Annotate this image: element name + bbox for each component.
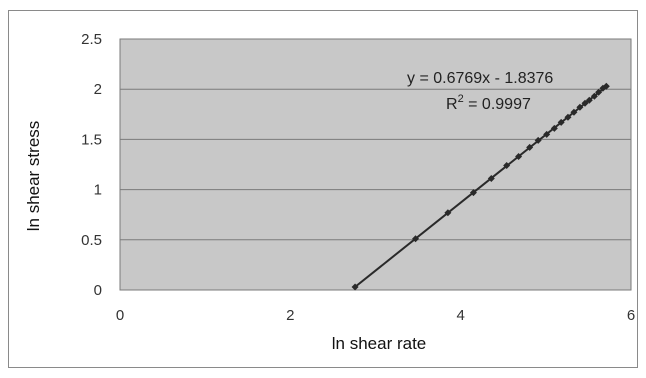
data-point <box>543 130 551 138</box>
data-point <box>503 162 511 170</box>
y-axis-title: ln shear stress <box>24 121 43 232</box>
data-point <box>351 283 359 291</box>
data-point <box>570 108 578 116</box>
data-point <box>564 113 572 121</box>
data-point <box>515 152 523 160</box>
data-point <box>602 82 610 90</box>
y-tick-labels: 0 0.5 1 1.5 2 2.5 <box>81 31 102 299</box>
trendline <box>353 84 608 289</box>
x-tick-label: 6 <box>627 307 635 324</box>
data-point <box>526 143 534 151</box>
x-tick-label: 2 <box>286 307 294 324</box>
data-point <box>534 136 542 144</box>
data-point <box>576 103 584 111</box>
data-point <box>557 118 565 126</box>
gridlines <box>120 88 631 241</box>
x-tick-labels: 0 2 4 6 <box>116 307 635 324</box>
data-point <box>581 99 589 107</box>
data-point <box>585 96 593 104</box>
scatter-chart: 0 0.5 1 1.5 2 2.5 0 2 4 6 y = 0.6769x - 1.8376 R… <box>24 31 635 353</box>
trendline-equation: y = 0.6769x - 1.8376 <box>407 70 553 87</box>
x-tick-label: 4 <box>456 307 464 324</box>
y-tick-label: 0.5 <box>81 232 102 249</box>
x-axis-title: ln shear rate <box>332 334 427 353</box>
data-point <box>487 175 495 183</box>
plot-area <box>119 38 632 291</box>
data-point <box>469 189 477 197</box>
data-point <box>550 124 558 132</box>
data-points <box>351 82 610 291</box>
r-squared-label: R2 = 0.9997 <box>446 93 531 113</box>
y-tick-label: 2 <box>94 81 102 98</box>
y-tick-label: 1 <box>94 182 102 199</box>
chart-frame: 0 0.5 1 1.5 2 2.5 0 2 4 6 y = 0.6769x - 1.8376 R… <box>8 10 638 368</box>
y-tick-label: 1.5 <box>81 131 102 148</box>
data-point <box>590 92 598 100</box>
data-point <box>444 209 452 217</box>
data-point <box>595 88 603 96</box>
x-tick-label: 0 <box>116 307 124 324</box>
y-tick-label: 2.5 <box>81 31 102 48</box>
y-tick-label: 0 <box>94 282 102 299</box>
data-point <box>412 235 420 243</box>
